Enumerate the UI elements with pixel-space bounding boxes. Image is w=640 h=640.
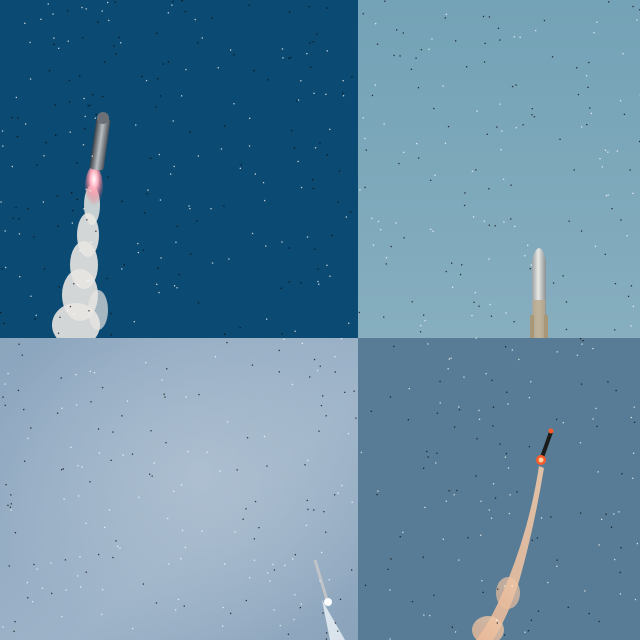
- rocket: [530, 248, 548, 338]
- rocket: [89, 112, 111, 171]
- rocket: [536, 428, 554, 465]
- launch-photo-hazy-sky: [0, 338, 358, 640]
- engine-flame: [85, 166, 103, 210]
- exhaust-plume: [322, 600, 345, 640]
- launch-photo-hazy-sky-image: [0, 338, 358, 640]
- rocket: [313, 559, 332, 606]
- exhaust-plume: [472, 466, 544, 640]
- launch-photo-slate-sky: [358, 338, 640, 640]
- cloud-haze: [0, 338, 358, 640]
- launch-photo-slate-sky-image: [358, 338, 640, 640]
- sky-background: [358, 0, 640, 338]
- exhaust-plume: [52, 185, 108, 338]
- launch-photo-pale-sky-image: [358, 0, 640, 338]
- sky-background: [0, 0, 358, 338]
- launch-photo-pale-sky: [358, 0, 640, 338]
- launch-photo-dark-sky: [0, 0, 358, 338]
- launch-photo-dark-sky-image: [0, 0, 358, 338]
